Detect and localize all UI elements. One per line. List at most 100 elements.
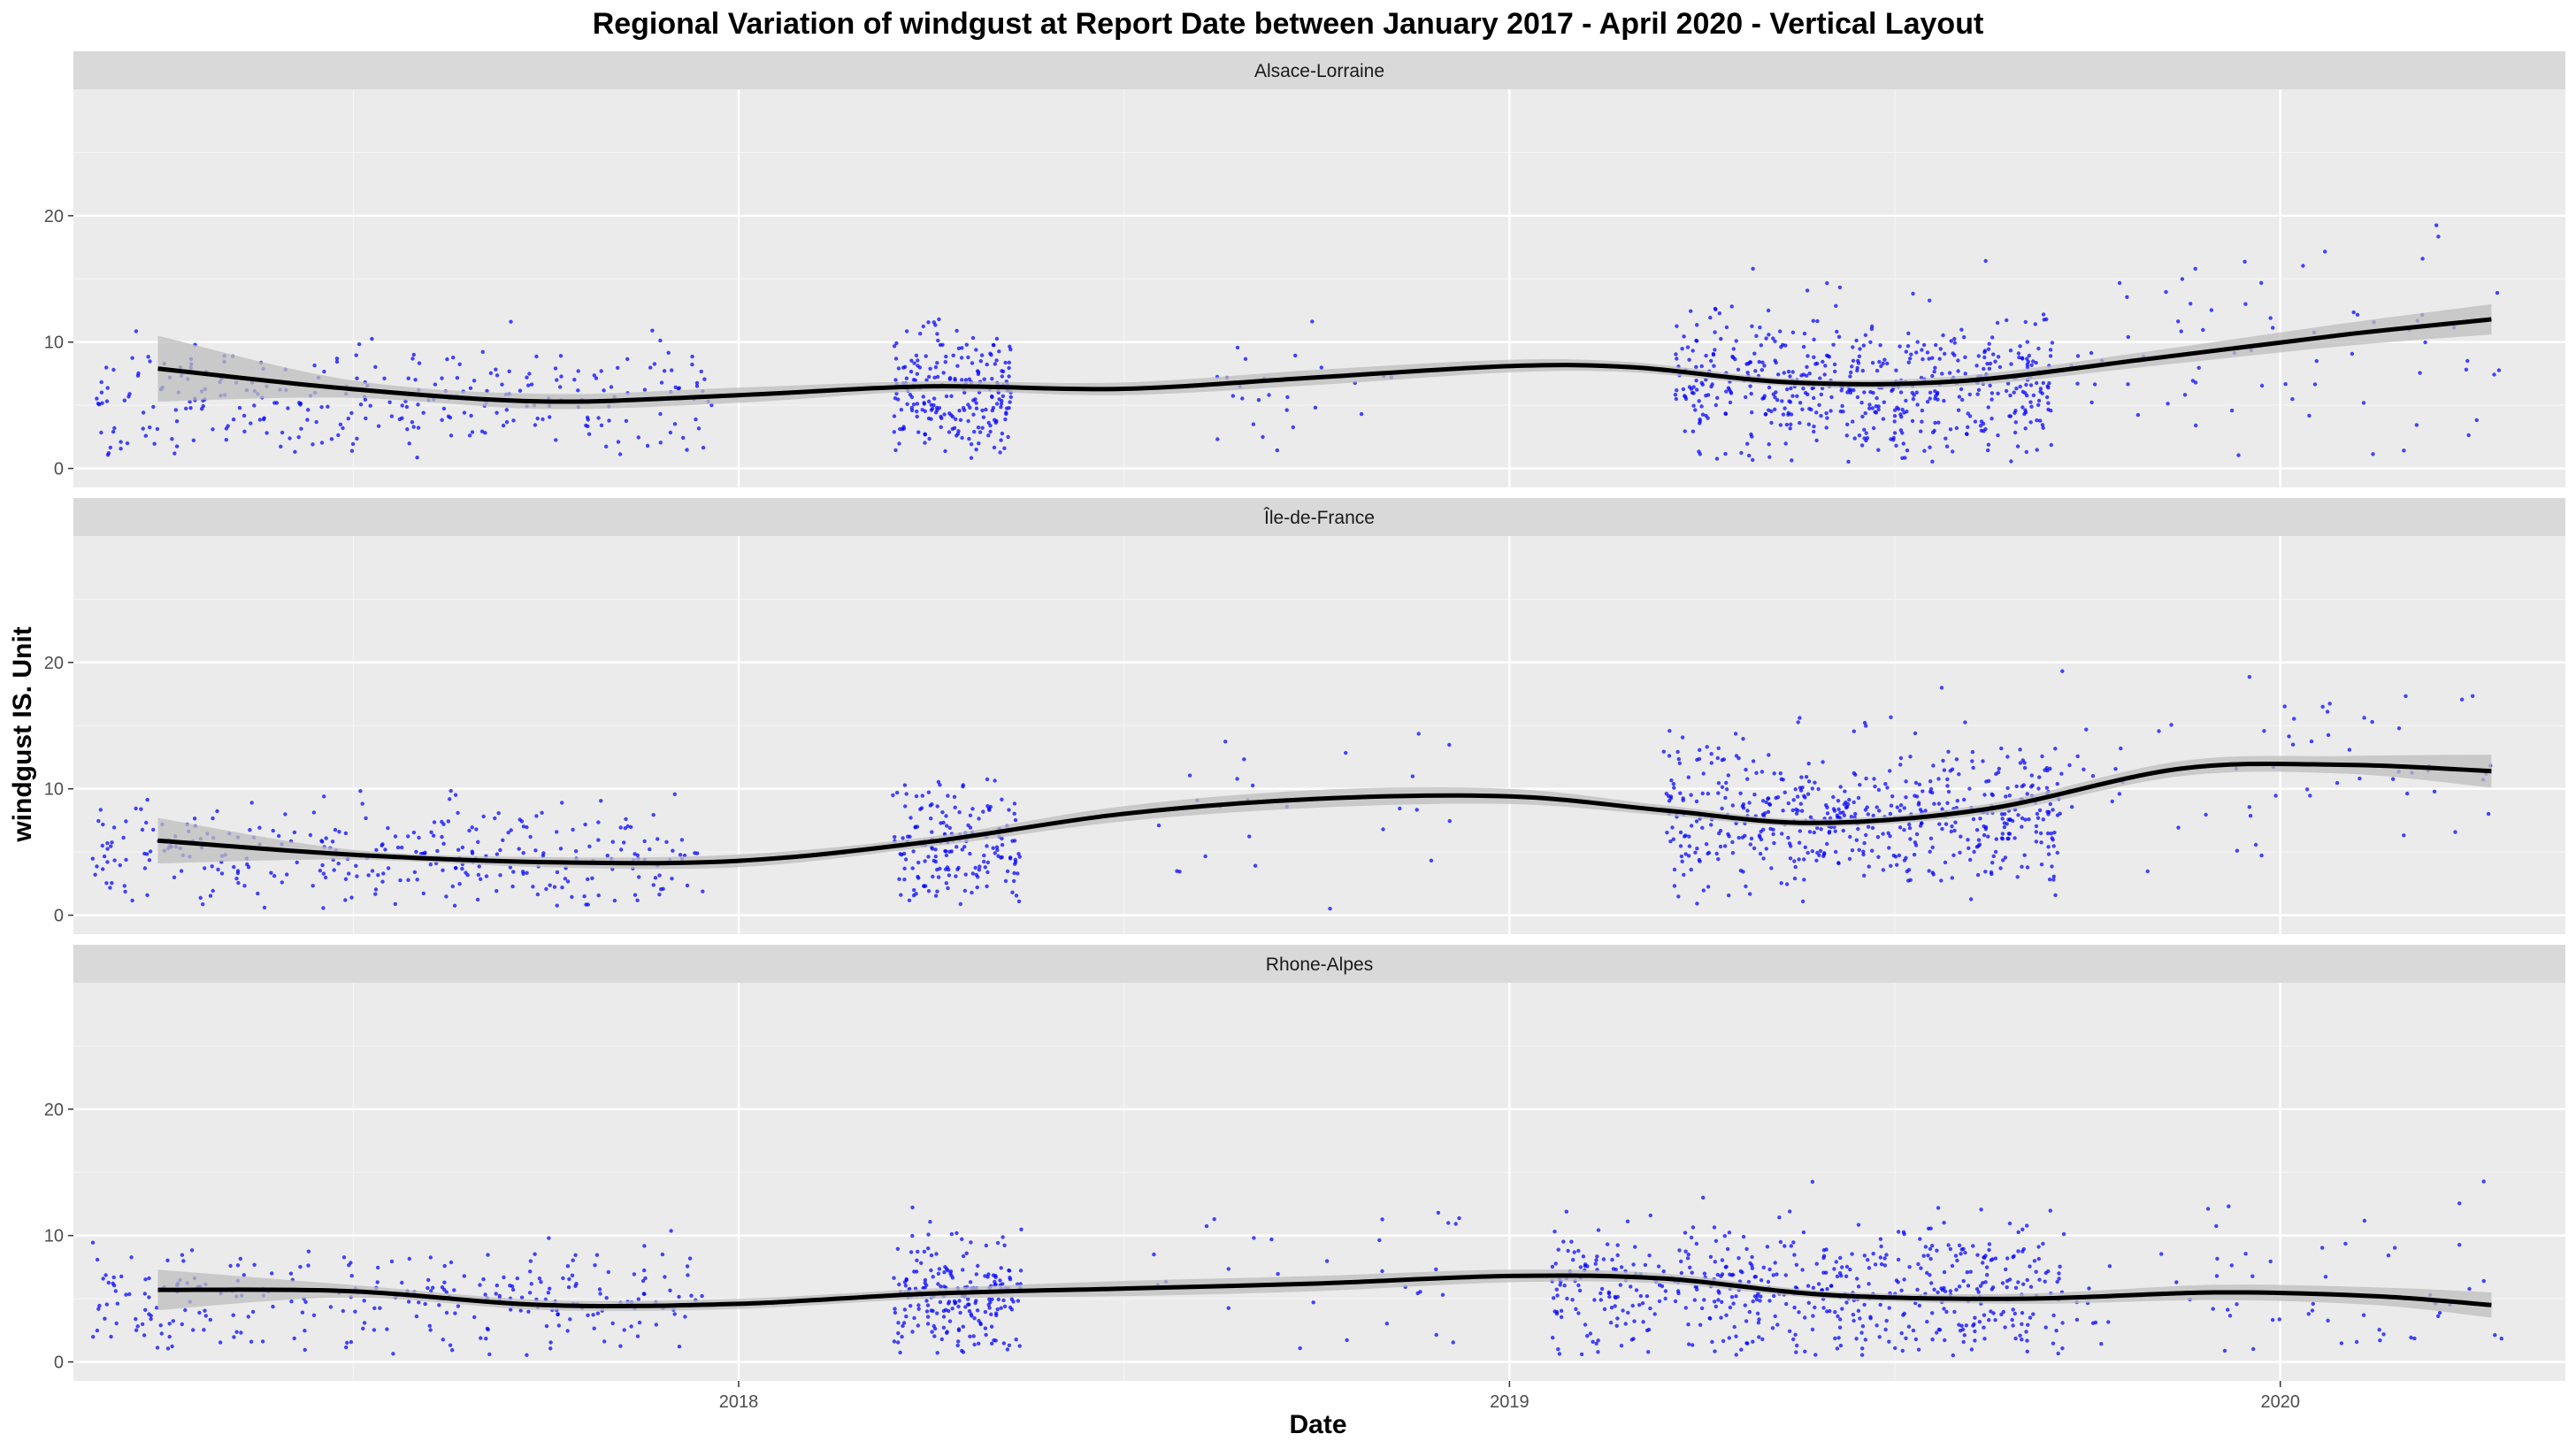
data-point	[2025, 340, 2029, 344]
data-point	[1961, 1246, 1966, 1252]
data-point	[1623, 1322, 1628, 1326]
data-point	[636, 1297, 640, 1301]
data-point	[1679, 1259, 1683, 1264]
data-point	[372, 1328, 377, 1332]
data-point	[1982, 1325, 1986, 1330]
data-point	[1019, 1227, 1024, 1232]
data-point	[1747, 1309, 1752, 1315]
data-point	[349, 895, 354, 900]
data-point	[1982, 366, 1986, 372]
data-point	[1674, 396, 1679, 402]
data-point	[957, 1299, 962, 1303]
data-point	[2106, 1320, 2111, 1324]
data-point	[1976, 354, 1981, 358]
data-point	[975, 885, 979, 890]
data-point	[444, 1290, 448, 1294]
data-point	[1828, 409, 1833, 413]
data-point	[105, 386, 110, 390]
data-point	[334, 356, 340, 361]
data-point	[1724, 1264, 1729, 1269]
data-point	[329, 437, 334, 441]
data-point	[285, 872, 289, 877]
data-point	[2320, 1246, 2325, 1250]
data-point	[101, 1276, 105, 1281]
data-point	[974, 1299, 978, 1303]
data-point	[964, 1251, 969, 1256]
data-point	[2381, 1332, 2386, 1337]
data-point	[1921, 1254, 1926, 1258]
data-point	[709, 402, 714, 408]
data-point	[2025, 365, 2030, 370]
data-point	[909, 405, 915, 410]
data-point	[662, 369, 667, 373]
data-point	[322, 369, 326, 374]
data-point	[1716, 857, 1721, 862]
data-point	[576, 388, 580, 393]
data-point	[1879, 1261, 1884, 1267]
data-point	[1251, 422, 1256, 426]
data-point	[382, 376, 387, 380]
data-point	[1673, 393, 1678, 397]
data-point	[2010, 1317, 2014, 1322]
data-point	[370, 869, 375, 873]
data-point	[142, 1333, 147, 1338]
data-point	[944, 881, 949, 886]
data-point	[926, 320, 931, 325]
data-point	[1950, 876, 1954, 880]
data-point	[119, 1274, 124, 1279]
data-point	[1812, 424, 1816, 429]
data-point	[108, 445, 113, 450]
data-point	[933, 893, 939, 898]
data-point	[1927, 356, 1931, 361]
data-point	[982, 859, 986, 864]
data-point	[1857, 847, 1861, 852]
data-point	[423, 1301, 427, 1307]
data-point	[526, 383, 531, 387]
data-point	[355, 436, 359, 441]
data-point	[1954, 426, 1959, 431]
data-point	[983, 865, 988, 870]
data-point	[468, 386, 473, 390]
data-point	[937, 1267, 942, 1271]
data-point	[1870, 848, 1874, 853]
data-point	[1970, 759, 1974, 763]
data-point	[2035, 448, 2039, 452]
data-point	[292, 1336, 296, 1341]
data-point	[1996, 770, 2001, 775]
data-point	[1720, 758, 1725, 763]
data-point	[1959, 327, 1964, 332]
data-point	[902, 1307, 908, 1312]
data-point	[573, 849, 579, 854]
data-point	[1261, 434, 1265, 440]
data-point	[533, 1252, 537, 1256]
data-point	[2018, 1333, 2022, 1338]
data-point	[930, 802, 934, 807]
data-point	[279, 444, 283, 448]
data-point	[2003, 855, 2008, 860]
data-point	[2119, 746, 2123, 751]
data-point	[455, 376, 460, 380]
data-point	[1778, 1239, 1783, 1245]
data-point	[976, 370, 981, 374]
data-point	[1862, 390, 1867, 395]
data-point	[1744, 395, 1748, 400]
data-point	[2236, 453, 2241, 457]
data-point	[510, 1287, 516, 1292]
data-point	[2031, 1312, 2036, 1316]
data-point	[1695, 387, 1699, 392]
data-point	[1951, 1353, 1955, 1358]
data-point	[1991, 1311, 1996, 1315]
data-point	[2045, 768, 2050, 773]
data-point	[970, 807, 975, 811]
data-point	[1734, 339, 1738, 343]
data-point	[1836, 807, 1841, 811]
data-point	[1882, 1256, 1887, 1261]
data-point	[997, 349, 1001, 354]
data-point	[992, 445, 997, 450]
data-point	[1816, 1282, 1821, 1286]
data-point	[2013, 409, 2018, 413]
data-point	[1414, 808, 1419, 812]
data-point	[1733, 356, 1737, 362]
facet-strip-label: Île-de-France	[1263, 508, 1375, 528]
data-point	[1864, 431, 1868, 435]
